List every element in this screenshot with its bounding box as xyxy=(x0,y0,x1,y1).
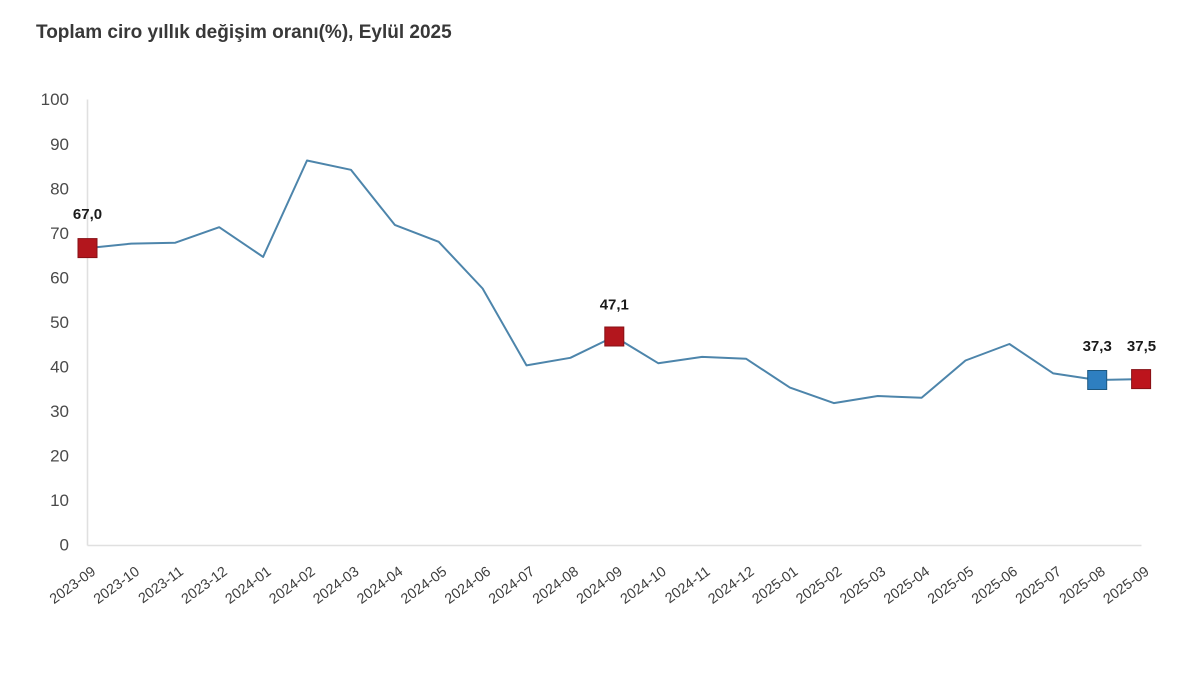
svg-text:70: 70 xyxy=(50,224,69,243)
svg-text:37,3: 37,3 xyxy=(1083,338,1112,355)
svg-text:90: 90 xyxy=(50,135,69,154)
svg-text:0: 0 xyxy=(60,536,69,555)
svg-text:47,1: 47,1 xyxy=(600,297,629,314)
svg-text:37,5: 37,5 xyxy=(1127,338,1156,355)
svg-text:10: 10 xyxy=(50,491,69,510)
svg-text:67,0: 67,0 xyxy=(73,206,102,223)
svg-text:40: 40 xyxy=(50,358,69,377)
svg-text:100: 100 xyxy=(41,90,69,109)
svg-text:30: 30 xyxy=(50,402,69,421)
svg-text:Toplam ciro yıllık değişim ora: Toplam ciro yıllık değişim oranı(%), Eyl… xyxy=(36,22,452,43)
svg-text:60: 60 xyxy=(50,268,69,287)
svg-text:80: 80 xyxy=(50,179,69,198)
svg-text:50: 50 xyxy=(50,313,69,332)
svg-text:20: 20 xyxy=(50,447,69,466)
